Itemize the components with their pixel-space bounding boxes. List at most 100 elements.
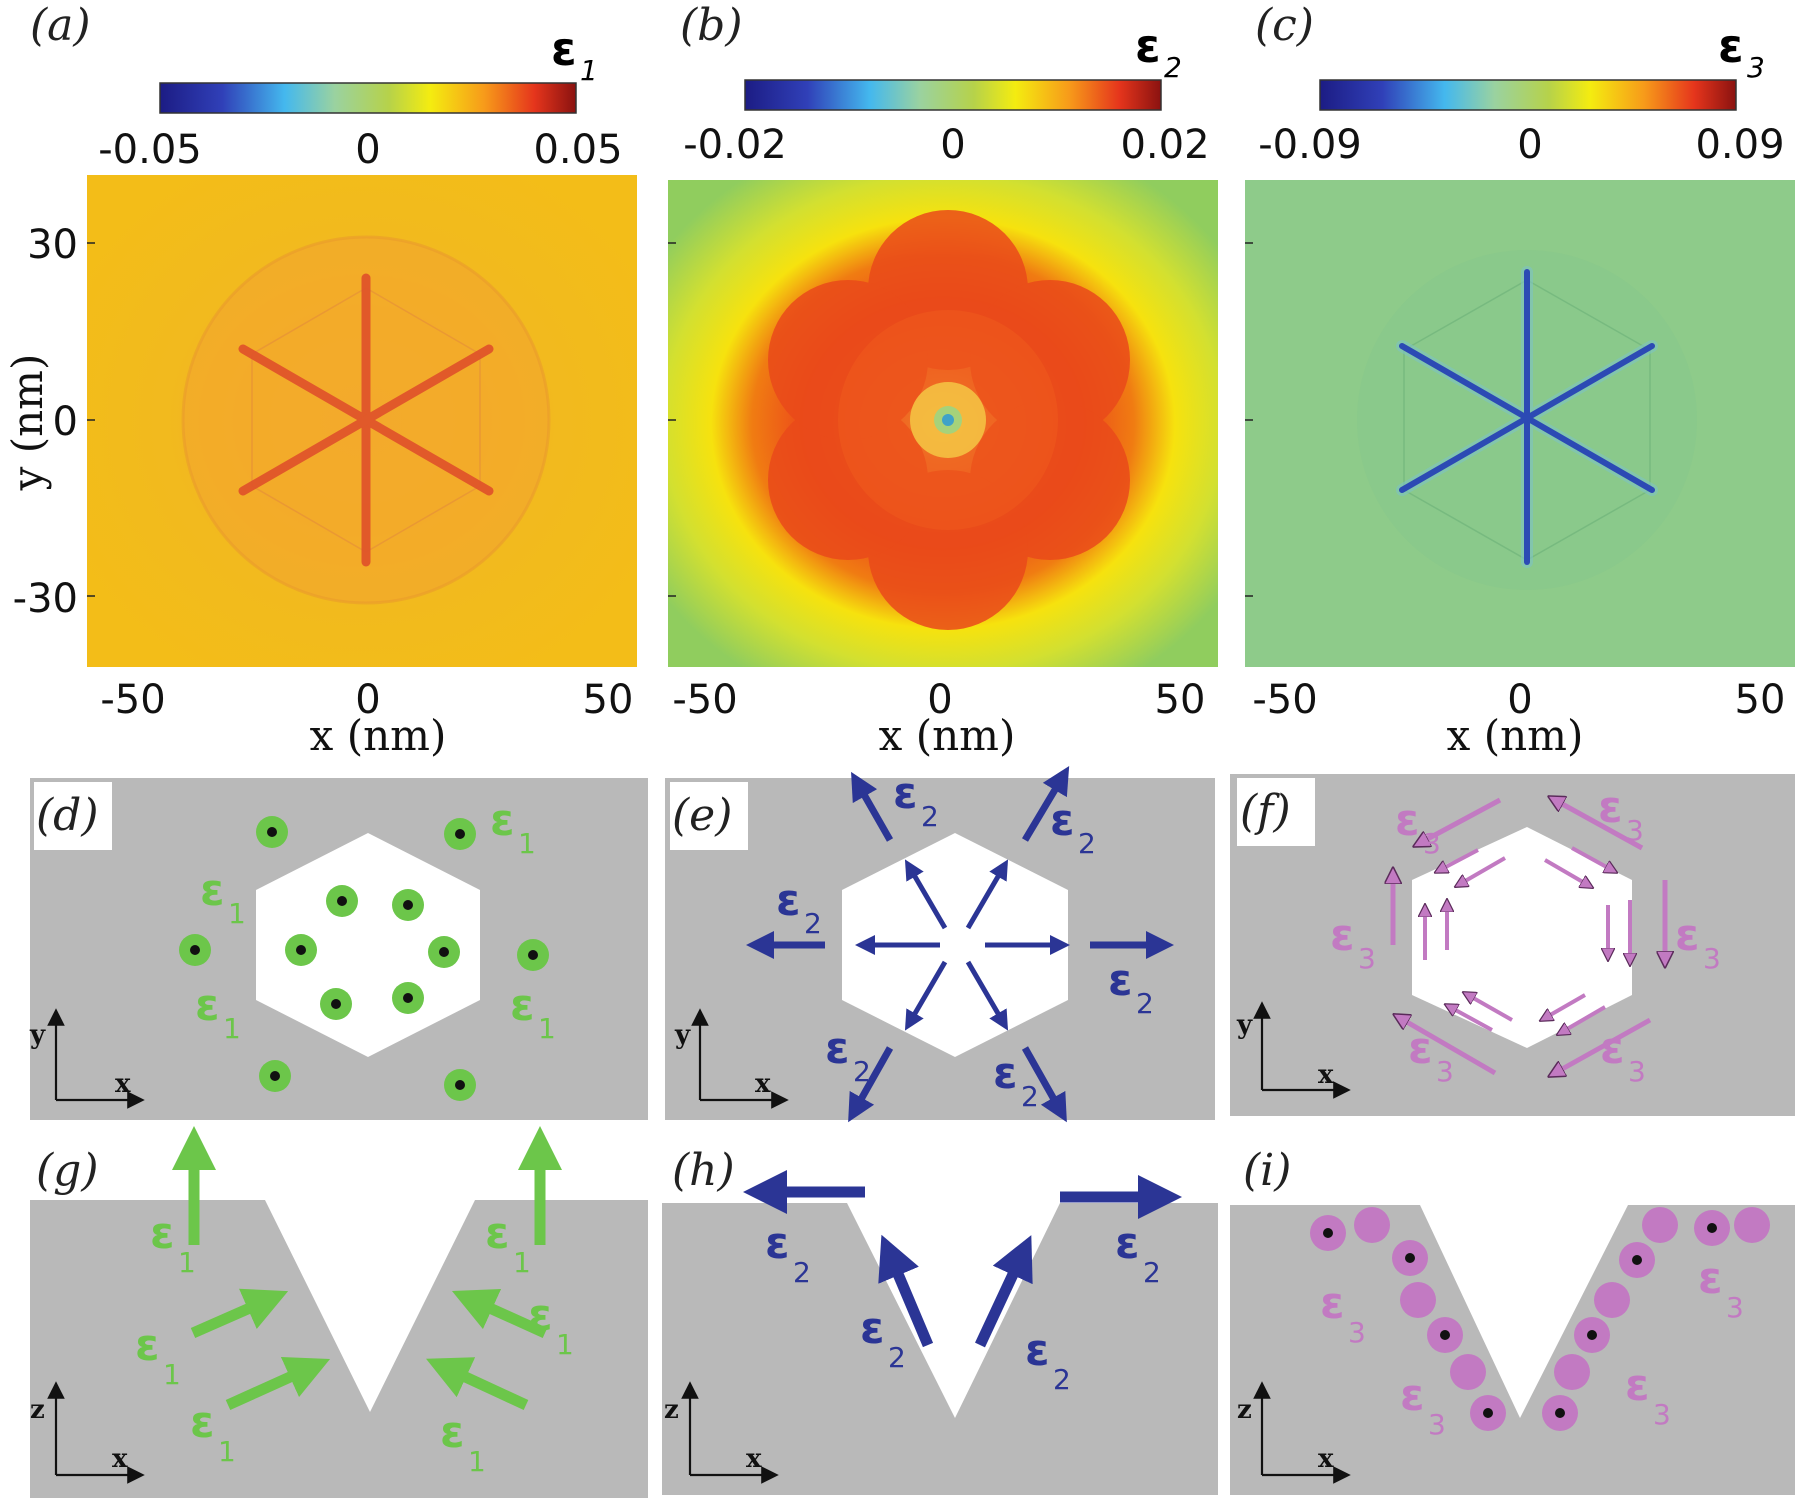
svg-text:1: 1 (228, 897, 246, 930)
svg-text:ε: ε (860, 1303, 885, 1354)
svg-text:1: 1 (538, 1012, 556, 1045)
map-axes-b (668, 242, 676, 597)
svg-text:1: 1 (218, 1435, 236, 1468)
radial-arrows-inner-e (855, 859, 1070, 1031)
panel-label-h: (h) (672, 1145, 735, 1196)
strain-arrows-g (172, 1126, 562, 1411)
strain-map-c (1245, 180, 1795, 667)
colorbar-a-min: -0.05 (98, 127, 202, 173)
panel-label-e: (e) (672, 790, 732, 841)
b-x-axis-label: x (nm) (879, 711, 1016, 760)
axes-icon-i (1253, 1381, 1351, 1484)
axes-icon-e (691, 1008, 789, 1109)
panel-label-f: (f) (1240, 786, 1291, 837)
svg-text:2: 2 (1136, 987, 1154, 1020)
svg-text:3: 3 (1726, 1291, 1744, 1324)
c-x-tick-neg50: -50 (1252, 677, 1317, 723)
svg-text:3: 3 (1653, 1398, 1671, 1431)
svg-text:ε: ε (200, 865, 225, 916)
colorbar-b-min: -0.02 (683, 122, 787, 168)
a-x-tick-50: 50 (583, 677, 634, 723)
svg-text:1: 1 (223, 1012, 241, 1045)
axis-label-x-e: x (755, 1069, 771, 1099)
svg-text:ε: ε (135, 1320, 160, 1371)
out-of-plane-markers-d (179, 816, 549, 1101)
axis-label-x-d: x (115, 1069, 131, 1099)
panel-label-c: (c) (1255, 0, 1314, 51)
map-axes-a (87, 242, 95, 597)
colorbar-b-symbol: ε (1135, 19, 1161, 73)
radial-arrows-outer-e (746, 765, 1174, 1123)
colorbar-b: ε 2 -0.02 0 0.02 (683, 19, 1209, 168)
svg-text:ε: ε (1050, 795, 1075, 846)
svg-text:1: 1 (468, 1445, 486, 1478)
cross-section-g: (g) ε1 ε1 ε1 ε1 ε1 ε1 x z (30, 1126, 648, 1498)
svg-text:2: 2 (1078, 827, 1096, 860)
svg-text:ε: ε (485, 1208, 510, 1259)
colorbar-c-max: 0.09 (1695, 122, 1784, 168)
panel-label-g: (g) (36, 1145, 99, 1196)
svg-text:2: 2 (1143, 1256, 1161, 1289)
axis-label-x-h: x (746, 1444, 762, 1474)
svg-text:ε: ε (195, 980, 220, 1031)
svg-text:ε: ε (1600, 1023, 1625, 1074)
svg-text:ε: ε (1025, 1325, 1050, 1376)
colorbar-b-mid: 0 (940, 122, 965, 168)
colorbar-b-max: 0.02 (1120, 122, 1209, 168)
svg-text:ε: ε (765, 1218, 790, 1269)
svg-text:ε: ε (1320, 1278, 1345, 1329)
c-x-tick-50: 50 (1735, 677, 1786, 723)
svg-text:3: 3 (1428, 1408, 1446, 1441)
a-x-tick-0: 0 (355, 677, 380, 723)
strain-map-b (668, 180, 1218, 667)
svg-text:1: 1 (513, 1246, 531, 1279)
svg-text:2: 2 (888, 1341, 906, 1374)
strain-labels-g: ε1 ε1 ε1 ε1 ε1 ε1 (135, 1208, 574, 1478)
svg-text:3: 3 (1628, 1055, 1646, 1088)
colorbar-a-symbol: ε (551, 22, 577, 76)
svg-text:ε: ε (893, 768, 918, 819)
colorbar-b-sub: 2 (1164, 51, 1182, 84)
svg-text:2: 2 (804, 907, 822, 940)
svg-text:ε: ε (510, 980, 535, 1031)
shear-arrows-outer-f (1393, 800, 1665, 1073)
svg-text:ε: ε (440, 1407, 465, 1458)
svg-text:ε: ε (1115, 1218, 1140, 1269)
colorbar-c: ε 3 -0.09 0 0.09 (1258, 19, 1784, 168)
svg-text:ε: ε (776, 875, 801, 926)
y-axis-label: y (nm) (3, 354, 52, 492)
shear-arrows-inner-f (1425, 846, 1630, 1032)
colorbar-c-symbol: ε (1718, 19, 1744, 73)
map-axes-c (1245, 242, 1253, 597)
axis-label-z-g: z (30, 1395, 45, 1425)
axis-label-x-i: x (1318, 1444, 1334, 1474)
svg-text:ε: ε (1330, 910, 1355, 961)
axis-label-z-i: z (1237, 1395, 1252, 1425)
colorbar-c-min: -0.09 (1258, 122, 1362, 168)
cross-section-h: (h) ε2 ε2 ε2 ε2 x z (662, 1145, 1218, 1495)
axes-icon-h (681, 1381, 779, 1484)
panel-label-a: (a) (30, 0, 91, 51)
c-x-axis-label: x (nm) (1447, 711, 1584, 760)
svg-text:ε: ε (190, 1397, 215, 1448)
svg-text:1: 1 (163, 1358, 181, 1391)
svg-text:ε: ε (825, 1023, 850, 1074)
svg-text:2: 2 (1021, 1080, 1039, 1113)
svg-text:2: 2 (921, 800, 939, 833)
y-tick-0: 0 (53, 399, 78, 445)
y-tick-30: 30 (27, 222, 78, 268)
b-x-tick-0: 0 (927, 677, 952, 723)
svg-text:3: 3 (1423, 827, 1441, 860)
svg-text:1: 1 (556, 1328, 574, 1361)
svg-text:ε: ε (1625, 1360, 1650, 1411)
svg-text:ε: ε (1408, 1023, 1433, 1074)
svg-text:2: 2 (1053, 1363, 1071, 1396)
svg-text:ε: ε (1108, 955, 1133, 1006)
a-x-axis-label: x (nm) (310, 711, 447, 760)
